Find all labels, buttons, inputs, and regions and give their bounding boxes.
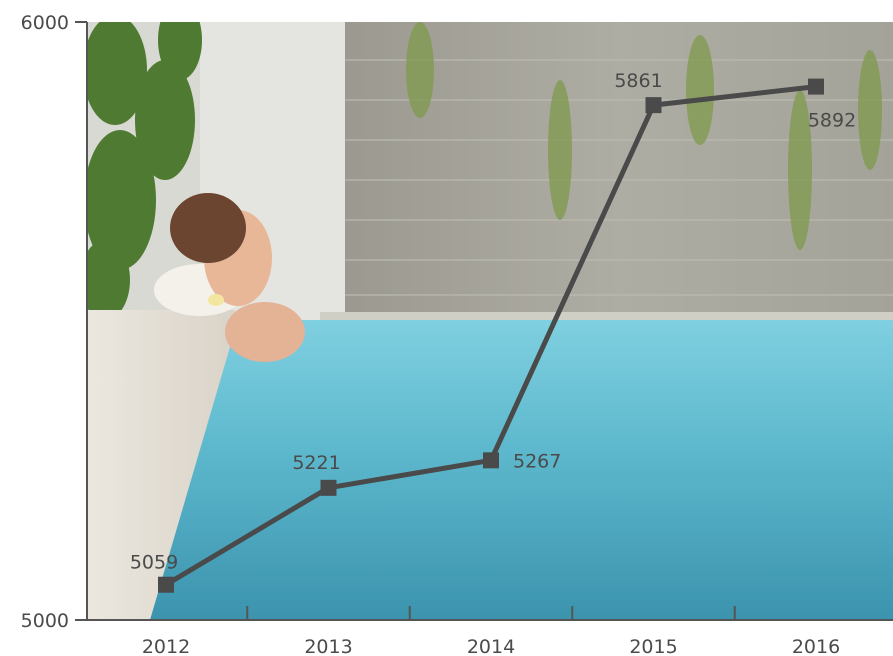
y-tick-label: 6000 [21,12,69,34]
x-tick-label: 2016 [792,636,840,656]
y-axis: 6000 5000 [21,12,87,632]
data-point-2015 [645,97,662,114]
data-label-2013: 5221 [292,452,340,474]
pool-ledge [87,310,235,620]
data-point-2016 [808,78,824,95]
x-tick-label: 2013 [304,636,352,656]
flower [208,294,224,306]
data-label-2014: 5267 [513,450,561,472]
data-point-2014 [483,452,499,469]
y-tick-label: 5000 [21,610,69,632]
x-tick-label: 2012 [142,636,190,656]
data-point-2012 [158,576,174,593]
pool-water [87,320,893,620]
data-labels-layer: 5059 5221 5267 5861 5892 [130,70,856,574]
woman-shoulders [225,302,305,362]
data-label-2016: 5892 [808,110,856,132]
x-axis: 2012 2013 2014 2015 2016 [142,606,840,656]
x-tick-label: 2014 [467,636,515,656]
data-point-2013 [320,479,337,496]
woman-hair [170,193,246,263]
hanging-vines [406,22,882,250]
data-label-2015: 5861 [614,70,662,92]
series-line-layer [158,78,824,593]
x-tick-label: 2015 [629,636,677,656]
data-label-2012: 5059 [130,552,178,574]
foliage-plants [87,22,202,320]
